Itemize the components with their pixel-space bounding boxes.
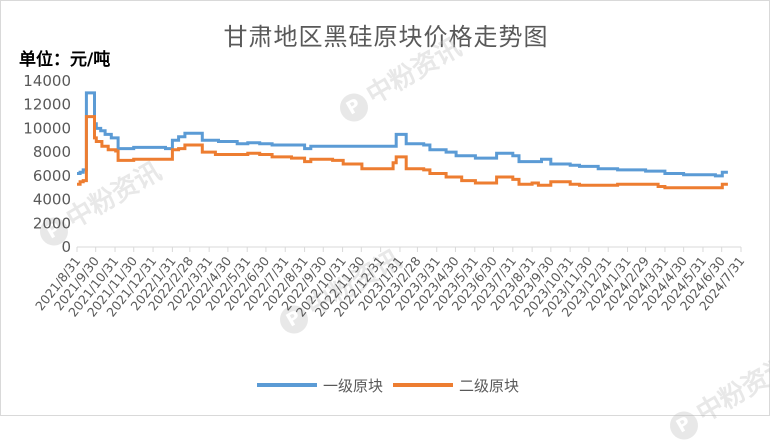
legend-label-1: 一级原块	[323, 377, 383, 395]
chart-title: 甘肃地区黑硅原块价格走势图	[223, 23, 549, 51]
y-tick-label: 10000	[23, 119, 71, 137]
y-tick-label: 6000	[33, 167, 71, 185]
y-tick-label: 2000	[33, 214, 71, 232]
legend-label-2: 二级原块	[459, 377, 519, 395]
y-tick-label: 12000	[23, 96, 71, 114]
line-chart: 020004000600080001000012000140002021/8/3…	[23, 72, 747, 395]
y-tick-label: 14000	[23, 72, 71, 90]
y-tick-label: 4000	[33, 191, 71, 209]
y-tick-label: 0	[61, 238, 71, 256]
series-line-2	[77, 115, 728, 190]
y-axis-unit-label: 单位：元/吨	[19, 50, 111, 70]
y-tick-label: 8000	[33, 143, 71, 161]
series-line-1	[77, 91, 728, 178]
